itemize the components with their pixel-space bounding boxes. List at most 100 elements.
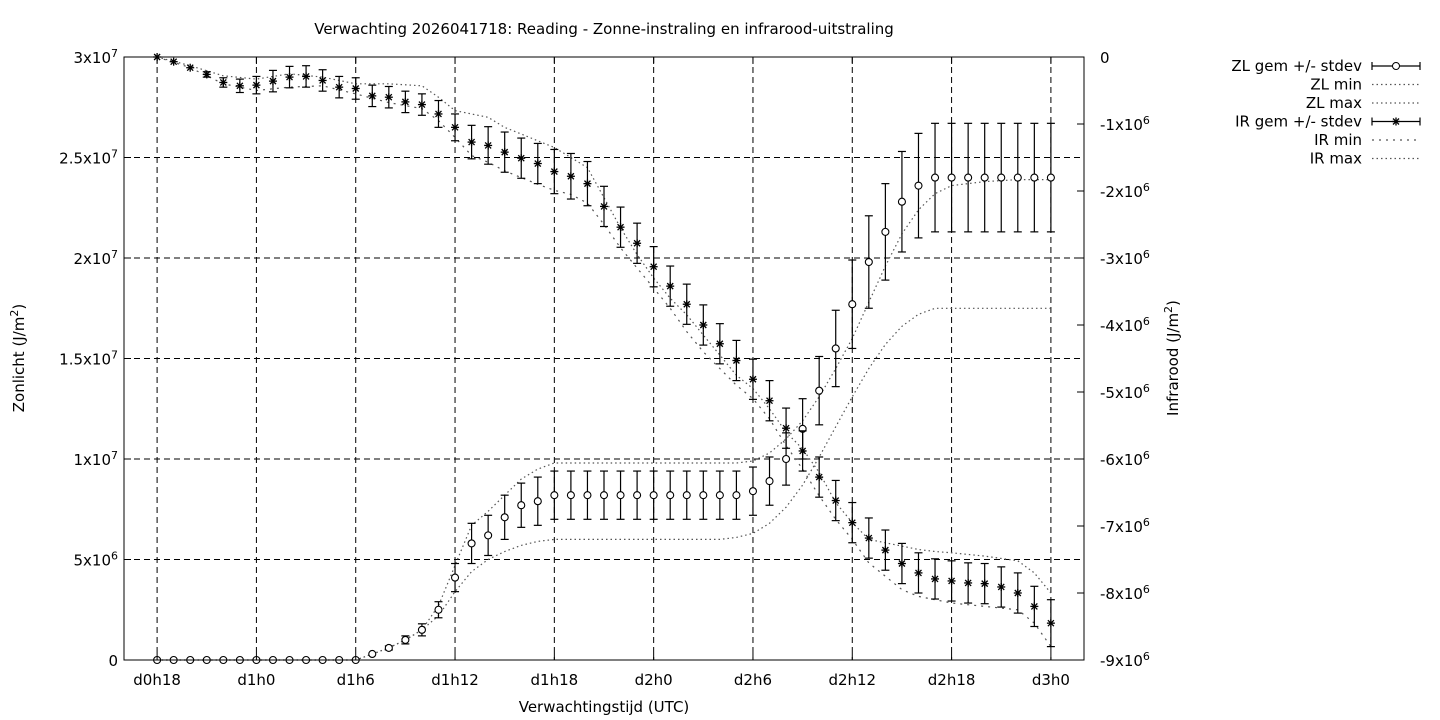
star-stroke bbox=[236, 82, 244, 90]
star-stroke bbox=[302, 72, 310, 80]
star-stroke bbox=[451, 123, 459, 131]
star-stroke bbox=[732, 357, 740, 364]
data-point bbox=[484, 141, 493, 150]
star-stroke bbox=[931, 575, 939, 583]
star-stroke bbox=[749, 375, 757, 383]
star-stroke bbox=[964, 579, 972, 587]
data-point bbox=[633, 491, 642, 500]
data-point bbox=[930, 173, 940, 182]
star-stroke bbox=[1014, 589, 1022, 597]
data-point bbox=[434, 109, 443, 118]
data-point bbox=[864, 534, 873, 543]
star-stroke bbox=[633, 239, 641, 247]
y1-tick-label: 1x107 bbox=[73, 449, 118, 469]
y1-tick-label: 1.5x107 bbox=[59, 349, 118, 369]
x-tick-label: d2h0 bbox=[635, 671, 673, 689]
data-point bbox=[1030, 173, 1039, 182]
star-stroke bbox=[385, 93, 393, 101]
data-point bbox=[782, 454, 791, 464]
data-point bbox=[964, 578, 973, 587]
grid bbox=[124, 57, 1084, 660]
data-point bbox=[831, 344, 840, 353]
x-tick-label: d1h6 bbox=[337, 671, 375, 689]
x-axis-label: Verwachtingstijd (UTC) bbox=[519, 698, 690, 716]
data-point bbox=[980, 579, 989, 588]
data-point bbox=[881, 546, 890, 555]
star-stroke bbox=[186, 64, 194, 72]
chart-title: Verwachting 2026041718: Reading - Zonne-… bbox=[314, 20, 894, 38]
star-stroke bbox=[997, 583, 1005, 591]
star-stroke bbox=[534, 160, 542, 167]
x-tick-label: d2h12 bbox=[828, 671, 876, 689]
data-point bbox=[748, 375, 757, 384]
data-point bbox=[467, 539, 476, 548]
data-point bbox=[401, 635, 410, 644]
star-stroke bbox=[1047, 619, 1055, 627]
series-ir-mean bbox=[153, 53, 1055, 648]
star-stroke bbox=[898, 560, 906, 567]
data-point bbox=[815, 473, 824, 482]
data-point bbox=[318, 76, 327, 85]
data-point bbox=[715, 339, 724, 348]
y1-tick-label: 0 bbox=[108, 652, 118, 670]
x-tick-label: d1h12 bbox=[431, 671, 479, 689]
legend-label: IR max bbox=[1310, 150, 1362, 168]
data-point bbox=[451, 123, 460, 132]
star-stroke bbox=[170, 58, 178, 66]
legend-label: ZL gem +/- stdev bbox=[1231, 57, 1362, 75]
star-stroke bbox=[699, 321, 707, 329]
data-point bbox=[914, 568, 923, 577]
star-stroke bbox=[567, 172, 575, 180]
data-point bbox=[649, 262, 658, 271]
star-stroke bbox=[219, 79, 227, 86]
data-point bbox=[517, 154, 526, 163]
data-point bbox=[533, 159, 542, 168]
y2-tick-label: -1x106 bbox=[1100, 114, 1150, 134]
data-point bbox=[285, 73, 294, 82]
x-tick-label: d1h0 bbox=[237, 671, 275, 689]
data-point bbox=[732, 356, 741, 365]
x-tick-label: d3h0 bbox=[1032, 671, 1070, 689]
data-point bbox=[848, 300, 857, 309]
data-point bbox=[450, 573, 460, 582]
data-point bbox=[732, 491, 741, 500]
data-point bbox=[765, 477, 774, 486]
data-point bbox=[417, 100, 426, 109]
x-tick-label: d2h6 bbox=[734, 671, 772, 689]
data-point bbox=[964, 173, 973, 182]
data-point bbox=[682, 491, 691, 500]
star-stroke bbox=[517, 154, 525, 162]
series-zl-mean bbox=[153, 122, 1055, 665]
data-point bbox=[368, 649, 377, 659]
data-point bbox=[980, 173, 989, 182]
data-point bbox=[616, 491, 625, 500]
star-stroke bbox=[401, 98, 409, 106]
data-point bbox=[649, 491, 658, 500]
data-point bbox=[517, 501, 526, 510]
star-stroke bbox=[832, 497, 840, 504]
data-point bbox=[434, 605, 443, 614]
data-point bbox=[583, 179, 592, 188]
y2-tick-label: 0 bbox=[1100, 49, 1110, 67]
data-point bbox=[748, 487, 758, 496]
data-point bbox=[666, 282, 675, 291]
data-point bbox=[417, 625, 426, 634]
y2-tick-label: -3x106 bbox=[1100, 248, 1150, 268]
data-point bbox=[715, 491, 724, 500]
data-point bbox=[202, 70, 211, 79]
star-stroke bbox=[435, 110, 442, 118]
star-stroke bbox=[269, 77, 277, 85]
data-point bbox=[947, 576, 956, 585]
star-stroke bbox=[484, 141, 492, 149]
data-point bbox=[897, 559, 906, 568]
y1-tick-label: 5x106 bbox=[73, 550, 118, 570]
data-point bbox=[500, 148, 509, 157]
y2-tick-label: -2x106 bbox=[1100, 181, 1150, 201]
data-point bbox=[351, 84, 360, 93]
y2-tick-label: -5x106 bbox=[1100, 382, 1150, 402]
star-stroke bbox=[418, 101, 426, 109]
data-point bbox=[881, 227, 890, 236]
star-stroke bbox=[252, 81, 260, 89]
series-layer bbox=[153, 53, 1055, 665]
data-point bbox=[682, 300, 691, 309]
